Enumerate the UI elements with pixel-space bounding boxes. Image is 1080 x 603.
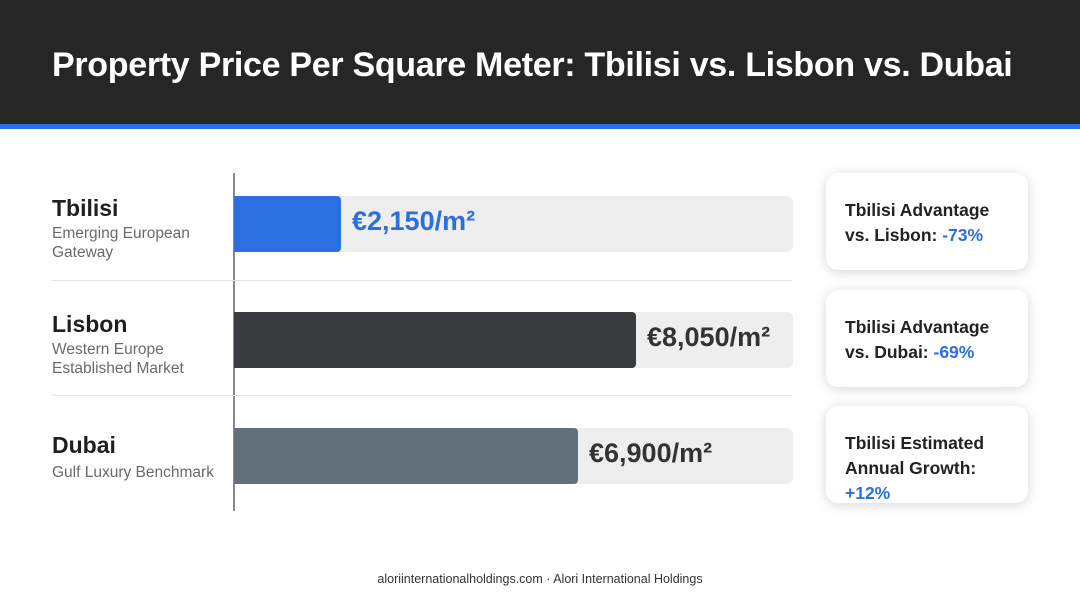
- chart-row-lisbon: Lisbon Western Europe Established Market…: [0, 282, 800, 398]
- category-subtitle: Western Europe Established Market: [52, 341, 184, 377]
- header-bar: Property Price Per Square Meter: Tbilisi…: [0, 0, 1080, 124]
- stat-card-text: Tbilisi Advantage vs. Dubai: -69%: [845, 315, 1025, 365]
- stat-card-line1: Tbilisi Advantage: [845, 200, 990, 220]
- category-subtitle: Gulf Luxury Benchmark: [52, 464, 214, 481]
- stat-card-annual-growth: Tbilisi Estimated Annual Growth: +12%: [826, 406, 1028, 503]
- bar-value-label: €8,050/m²: [647, 322, 771, 352]
- stat-card-line2: Annual Growth:: [845, 458, 977, 478]
- stat-card-line1: Tbilisi Advantage: [845, 317, 990, 337]
- row-divider: [52, 395, 792, 396]
- bar-value-label: €6,900/m²: [589, 438, 713, 468]
- bar: [234, 312, 636, 368]
- stat-card-lisbon-advantage: Tbilisi Advantage vs. Lisbon: -73%: [826, 173, 1028, 270]
- stat-card-highlight: +12%: [845, 483, 891, 503]
- bar: [234, 428, 578, 484]
- category-label: Tbilisi: [52, 195, 119, 221]
- chart-row-dubai: Dubai Gulf Luxury Benchmark €6,900/m²: [0, 398, 800, 514]
- category-label: Lisbon: [52, 311, 128, 337]
- stat-card-highlight: -69%: [933, 342, 975, 362]
- stat-card-line1: Tbilisi Estimated: [845, 433, 985, 453]
- stat-card-text: Tbilisi Advantage vs. Lisbon: -73%: [845, 198, 1025, 248]
- stat-card-line2: vs. Lisbon:: [845, 225, 943, 245]
- footer-attribution: aloriinternationalholdings.com · Alori I…: [377, 572, 703, 586]
- stat-card-dubai-advantage: Tbilisi Advantage vs. Dubai: -69%: [826, 290, 1028, 387]
- bar: [234, 196, 341, 252]
- bar-value-label: €2,150/m²: [352, 206, 476, 236]
- category-subtitle: Emerging European Gateway: [52, 225, 190, 261]
- stat-card-line2: vs. Dubai:: [845, 342, 934, 362]
- chart-row-tbilisi: Tbilisi Emerging European Gateway €2,150…: [0, 166, 800, 282]
- page-title: Property Price Per Square Meter: Tbilisi…: [52, 46, 1013, 84]
- stat-card-text: Tbilisi Estimated Annual Growth: +12%: [845, 431, 1025, 506]
- row-divider: [52, 280, 792, 281]
- stat-card-highlight: -73%: [942, 225, 984, 245]
- header-accent-line: [0, 124, 1080, 129]
- category-label: Dubai: [52, 432, 116, 458]
